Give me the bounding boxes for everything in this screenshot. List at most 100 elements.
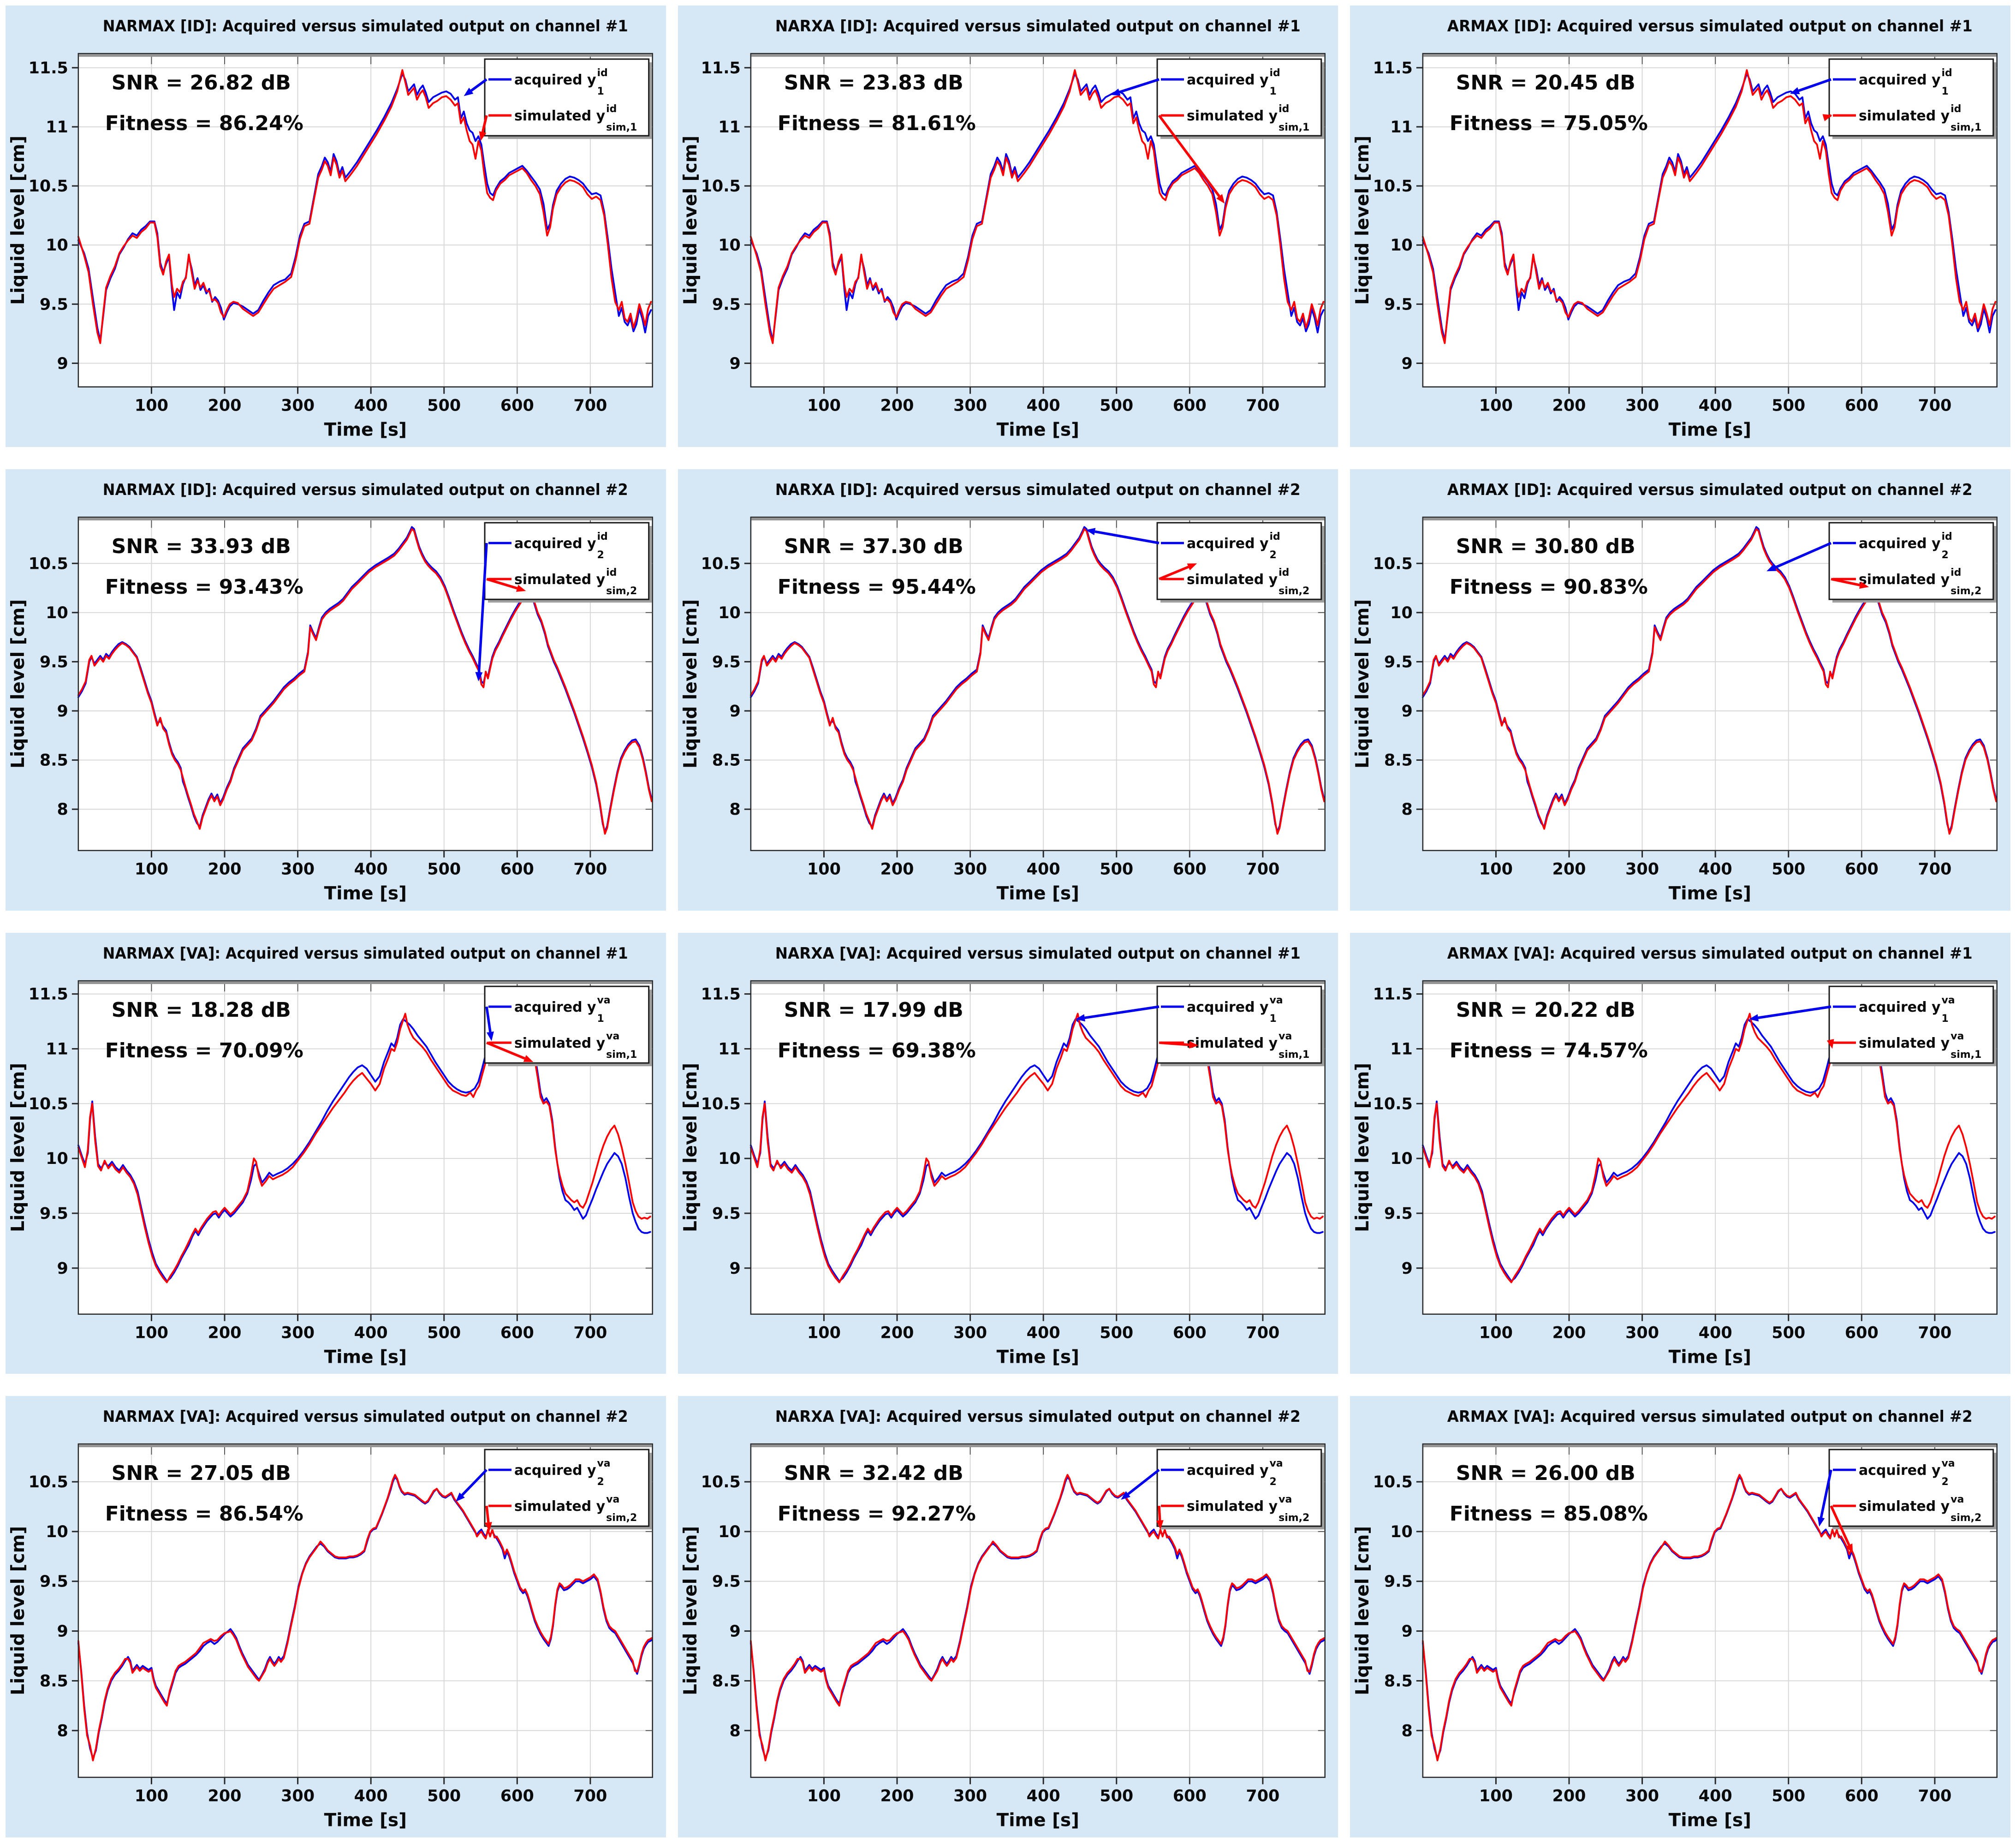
svg-text:10: 10 xyxy=(46,1150,68,1168)
svg-text:500: 500 xyxy=(1772,397,1806,415)
x-axis-label: Time [s] xyxy=(1669,883,1751,904)
svg-text:600: 600 xyxy=(1172,397,1206,415)
svg-text:8: 8 xyxy=(57,800,68,819)
axis: 100 200 300 400 500 600 700 8 8.5 9 9.5 10 10.5 xyxy=(1373,1443,1998,1806)
svg-text:500: 500 xyxy=(1100,1787,1133,1806)
svg-text:11: 11 xyxy=(46,1040,68,1058)
legend-simulated-label: simulated y xyxy=(1859,1035,1950,1051)
svg-text:500: 500 xyxy=(427,1787,461,1806)
y-axis-label: Liquid level [cm] xyxy=(1352,136,1373,305)
grid-lines xyxy=(750,1444,1325,1777)
legend-simulated-superscript: va xyxy=(1279,1494,1292,1505)
legend-simulated-label: simulated y xyxy=(514,572,605,588)
legend-simulated-superscript: id xyxy=(1951,567,1961,579)
legend-acquired-subscript: 2 xyxy=(597,1476,604,1488)
svg-text:9: 9 xyxy=(1402,354,1413,373)
curves xyxy=(77,1474,653,1762)
legend-acquired-label: acquired y xyxy=(514,1462,596,1479)
svg-text:700: 700 xyxy=(1246,397,1279,415)
legend-simulated-superscript: id xyxy=(1279,567,1289,579)
svg-text:400: 400 xyxy=(354,397,388,415)
simulated-line xyxy=(749,1474,1325,1762)
legend-simulated-subscript: sim,2 xyxy=(1951,585,1981,597)
svg-text:10.5: 10.5 xyxy=(701,1095,740,1113)
chart-panel-narmax-va-ch1: 100 200 300 400 500 600 700 9 9.5 10 10.5 11 11.5 NAR… xyxy=(6,932,666,1374)
stats-annotation: SNR = 30.80 dB Fitness = 90.83% xyxy=(1450,535,1648,599)
axis: 100 200 300 400 500 600 700 9 9.5 10 10.5 11 11.5 xyxy=(1373,980,1998,1342)
svg-text:9: 9 xyxy=(729,354,740,373)
svg-text:8: 8 xyxy=(1402,800,1413,819)
legend-simulated-subscript: sim,2 xyxy=(606,585,637,597)
svg-text:200: 200 xyxy=(208,397,242,415)
legend-acquired-subscript: 1 xyxy=(597,86,604,97)
legend-acquired-subscript: 2 xyxy=(597,549,604,561)
legend-acquired-label: acquired y xyxy=(1859,1462,1941,1479)
legend-acquired-subscript: 1 xyxy=(1942,86,1949,97)
svg-text:300: 300 xyxy=(953,860,987,878)
svg-text:200: 200 xyxy=(880,397,914,415)
svg-text:200: 200 xyxy=(1552,860,1586,878)
svg-text:9.5: 9.5 xyxy=(712,653,741,671)
legend-simulated-superscript: id xyxy=(1951,103,1961,115)
svg-text:300: 300 xyxy=(281,397,315,415)
fitness-value: Fitness = 75.05% xyxy=(1450,112,1648,135)
svg-text:200: 200 xyxy=(208,1324,242,1342)
legend-acquired-superscript: va xyxy=(1269,995,1283,1006)
legend-acquired-superscript: id xyxy=(597,67,607,79)
svg-text:600: 600 xyxy=(500,860,534,878)
svg-text:500: 500 xyxy=(1772,1324,1806,1342)
chart-panel-narxa-id-ch2: 100 200 300 400 500 600 700 8 8.5 9 9.5 10 10.5 NARXA… xyxy=(678,469,1338,911)
svg-text:10.5: 10.5 xyxy=(29,1473,68,1491)
annotation-arrows xyxy=(1790,78,1833,121)
curves xyxy=(1422,1012,1996,1283)
axis: 100 200 300 400 500 600 700 8 8.5 9 9.5 10 10.5 xyxy=(701,516,1326,878)
svg-text:10.5: 10.5 xyxy=(1373,1095,1413,1113)
svg-text:400: 400 xyxy=(1699,860,1732,878)
svg-text:200: 200 xyxy=(1552,1324,1586,1342)
fitness-value: Fitness = 95.44% xyxy=(777,575,975,599)
svg-text:8: 8 xyxy=(729,800,740,819)
svg-text:400: 400 xyxy=(354,1787,388,1806)
svg-text:9: 9 xyxy=(729,702,740,721)
annotation-arrows xyxy=(456,1469,492,1532)
chart-panel-armax-id-ch2: 100 200 300 400 500 600 700 8 8.5 9 9.5 10 10.5 ARMAX… xyxy=(1350,469,2010,911)
simulated-line xyxy=(1422,1012,1996,1283)
legend-acquired-superscript: va xyxy=(1269,1458,1283,1469)
legend-simulated-label: simulated y xyxy=(1859,108,1950,124)
legend-simulated-label: simulated y xyxy=(514,1035,605,1051)
chart-panel-narxa-va-ch2: 100 200 300 400 500 600 700 8 8.5 9 9.5 10 10.5 NARXA… xyxy=(678,1396,1338,1837)
axis: 100 200 300 400 500 600 700 9 9.5 10 10.5 11 11.5 xyxy=(701,53,1326,415)
svg-text:400: 400 xyxy=(1699,1324,1732,1342)
panel-title: NARMAX [ID]: Acquired versus simulated o… xyxy=(103,17,628,36)
chart-narxa-va-ch1: 100 200 300 400 500 600 700 9 9.5 10 10.5 11 11.5 NAR… xyxy=(680,944,1326,1367)
svg-text:500: 500 xyxy=(1100,860,1133,878)
curves xyxy=(749,69,1325,344)
svg-text:400: 400 xyxy=(354,860,388,878)
y-axis-label: Liquid level [cm] xyxy=(8,1526,29,1695)
snr-value: SNR = 26.82 dB xyxy=(112,71,291,95)
legend-acquired-subscript: 2 xyxy=(1942,1476,1949,1488)
legend-simulated-superscript: va xyxy=(1951,1031,1964,1042)
svg-text:11.5: 11.5 xyxy=(29,985,68,1003)
stats-annotation: SNR = 18.28 dB Fitness = 70.09% xyxy=(105,998,303,1062)
svg-text:8.5: 8.5 xyxy=(1384,751,1413,769)
curves xyxy=(77,69,652,344)
chart-panel-narxa-id-ch1: 100 200 300 400 500 600 700 9 9.5 10 10.5 11 11.5 NAR… xyxy=(678,6,1338,447)
legend-acquired-subscript: 1 xyxy=(1269,1013,1276,1025)
snr-value: SNR = 26.00 dB xyxy=(1456,1461,1635,1485)
legend-acquired-label: acquired y xyxy=(1859,536,1941,552)
svg-text:11: 11 xyxy=(718,1040,741,1058)
chart-panel-armax-id-ch1: 100 200 300 400 500 600 700 9 9.5 10 10.5 11 11.5 ARM… xyxy=(1350,6,2010,447)
svg-text:500: 500 xyxy=(427,860,461,878)
chart-panel-narmax-id-ch1: 100 200 300 400 500 600 700 9 9.5 10 10.5 11 11.5 NAR… xyxy=(6,6,666,447)
svg-text:9: 9 xyxy=(57,354,68,373)
svg-text:300: 300 xyxy=(281,860,315,878)
svg-text:11.5: 11.5 xyxy=(1373,59,1413,78)
svg-text:700: 700 xyxy=(573,860,607,878)
svg-text:9.5: 9.5 xyxy=(1384,295,1413,314)
simulated-line xyxy=(1422,528,1998,835)
svg-text:9.5: 9.5 xyxy=(40,295,68,314)
legend-simulated-subscript: sim,2 xyxy=(606,1512,637,1524)
simulated-line xyxy=(77,528,653,835)
